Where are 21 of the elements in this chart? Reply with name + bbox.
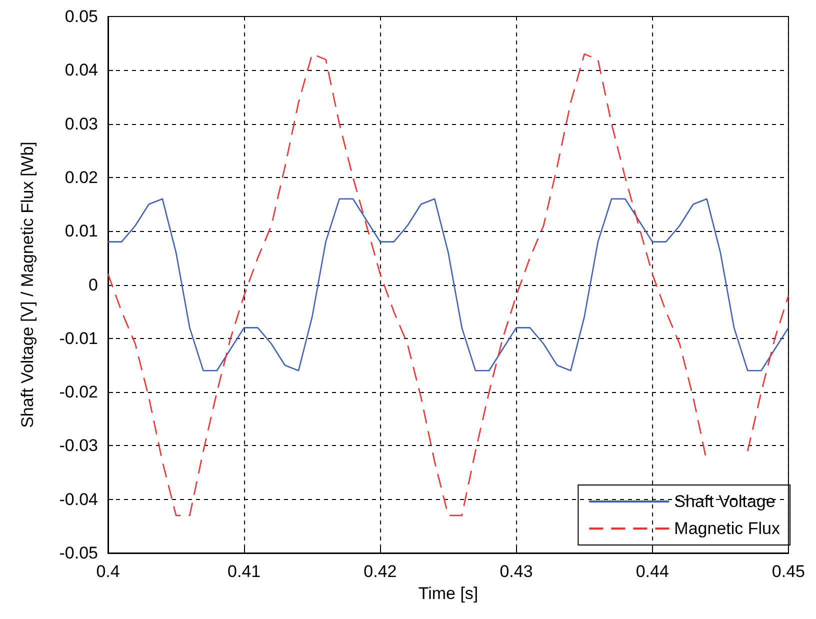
x-tick-label: 0.4	[96, 562, 120, 581]
y-tick-label: -0.04	[59, 490, 98, 509]
y-tick-label: 0.05	[64, 7, 98, 26]
x-axis-title: Time [s]	[418, 584, 478, 603]
y-tick-label: -0.02	[59, 382, 98, 402]
y-tick-label: 0.02	[64, 168, 98, 187]
y-tick-label: -0.05	[59, 544, 98, 562]
x-tick-label: 0.45	[772, 562, 806, 581]
y-tick-label: 0	[88, 275, 98, 294]
y-tick-label: 0.04	[64, 60, 98, 80]
y-tick-label: 0.03	[64, 114, 98, 134]
x-tick-label: 0.42	[364, 562, 397, 581]
y-tick-label: -0.03	[59, 436, 98, 456]
x-tick-label: 0.41	[228, 562, 261, 581]
y-axis-title: Shaft Voltage [V] / Magnetic Flux [Wb]	[18, 142, 37, 428]
legend-label: Magnetic Flux	[674, 519, 780, 538]
line-series	[107, 198, 790, 372]
y-tick-label: -0.01	[59, 328, 98, 348]
x-tick-label: 0.43	[500, 562, 533, 581]
y-tick-label: 0.01	[64, 222, 98, 241]
x-tick-label: 0.44	[636, 562, 669, 581]
